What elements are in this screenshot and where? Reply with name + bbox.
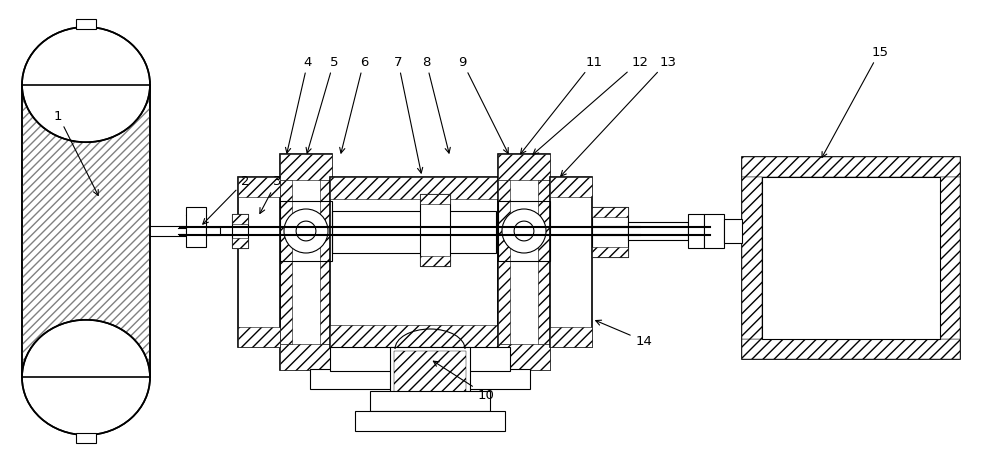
Bar — [550, 178, 592, 198]
Text: 8: 8 — [422, 56, 450, 154]
Bar — [280, 344, 332, 370]
Bar — [704, 214, 724, 249]
Bar — [238, 178, 280, 347]
Bar — [232, 214, 248, 249]
Bar — [940, 178, 960, 339]
Bar — [498, 155, 550, 181]
Bar — [232, 214, 248, 225]
Bar — [330, 178, 498, 347]
Bar — [688, 214, 704, 249]
Text: 1: 1 — [54, 109, 98, 196]
Bar — [550, 327, 592, 347]
Circle shape — [296, 222, 316, 241]
Bar — [22, 85, 150, 378]
Bar — [592, 207, 628, 257]
Bar — [370, 391, 490, 411]
Bar — [355, 411, 505, 431]
Text: 12: 12 — [533, 56, 648, 155]
Bar — [498, 344, 550, 370]
Bar — [420, 257, 450, 266]
Bar — [280, 155, 332, 181]
Bar — [186, 207, 206, 247]
Bar — [330, 325, 498, 347]
Bar — [742, 178, 762, 339]
Bar — [332, 212, 496, 253]
Text: 7: 7 — [394, 56, 423, 174]
Text: 3: 3 — [260, 175, 281, 214]
Ellipse shape — [22, 28, 150, 143]
Circle shape — [514, 222, 534, 241]
Bar — [330, 178, 498, 200]
Bar — [238, 327, 280, 347]
Text: 6: 6 — [340, 56, 368, 154]
Bar — [498, 181, 510, 344]
Bar — [76, 433, 96, 443]
Circle shape — [502, 210, 546, 253]
Bar — [742, 158, 960, 178]
Bar — [420, 194, 450, 205]
Bar — [22, 85, 150, 378]
Text: 15: 15 — [822, 45, 889, 158]
Bar — [394, 351, 466, 425]
Bar — [390, 347, 470, 429]
Text: 4: 4 — [286, 56, 312, 154]
Bar — [592, 247, 628, 257]
Bar — [498, 155, 550, 370]
Bar — [628, 223, 688, 240]
Bar — [76, 20, 96, 30]
Text: 10: 10 — [433, 362, 494, 401]
Text: 5: 5 — [306, 56, 338, 154]
Bar — [762, 178, 940, 339]
Bar — [280, 155, 332, 370]
Bar — [310, 369, 530, 389]
Bar — [498, 201, 550, 262]
Circle shape — [284, 210, 328, 253]
Text: 2: 2 — [203, 175, 249, 225]
Bar — [22, 85, 150, 378]
Bar — [742, 158, 960, 359]
Bar — [280, 201, 332, 262]
Text: 9: 9 — [458, 56, 508, 154]
Ellipse shape — [22, 320, 150, 435]
Bar — [320, 181, 332, 344]
Bar — [742, 339, 960, 359]
Bar — [550, 178, 592, 347]
Bar — [538, 181, 550, 344]
Bar — [330, 347, 510, 371]
Bar — [206, 227, 220, 236]
Bar — [420, 194, 450, 266]
Text: 11: 11 — [520, 56, 602, 155]
Bar — [280, 181, 292, 344]
Bar — [232, 238, 248, 249]
Text: 13: 13 — [561, 56, 676, 177]
Text: 14: 14 — [596, 320, 652, 348]
Bar — [724, 219, 742, 244]
Bar — [592, 207, 628, 218]
Bar — [238, 178, 280, 198]
